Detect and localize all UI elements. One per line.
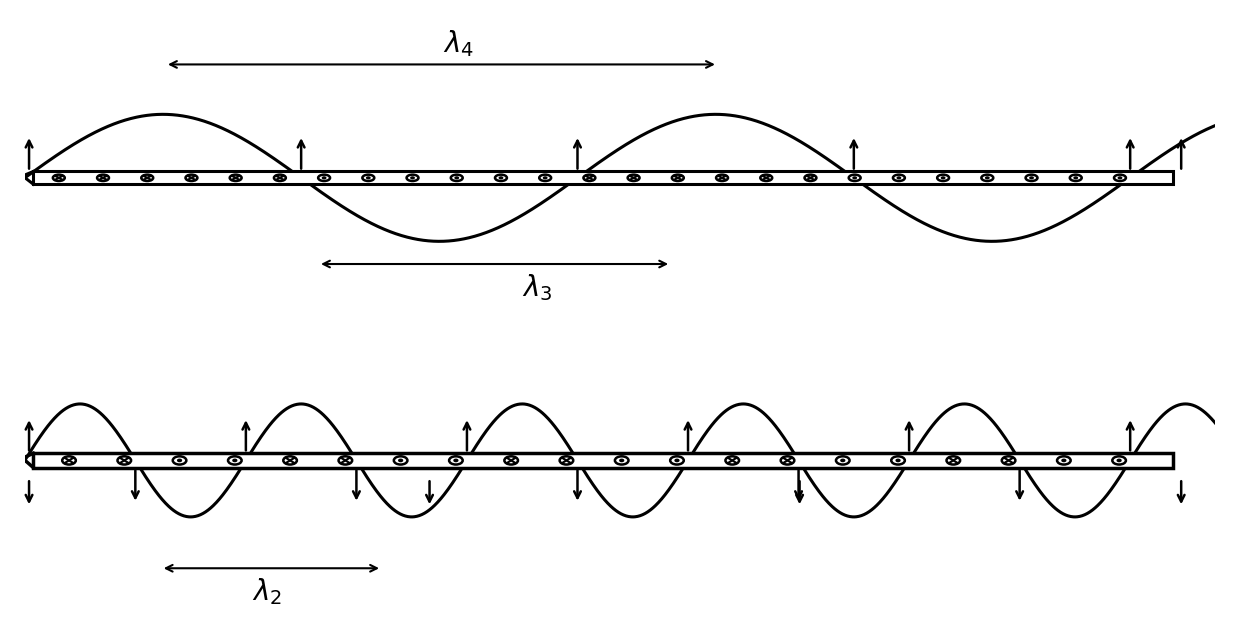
Bar (33, 453, 1173, 467)
Circle shape (853, 177, 857, 179)
Text: $\lambda_4$: $\lambda_4$ (443, 28, 474, 59)
Circle shape (500, 177, 502, 179)
Text: $\lambda_2$: $\lambda_2$ (252, 576, 283, 607)
Circle shape (1118, 177, 1122, 179)
Circle shape (897, 459, 900, 462)
Circle shape (620, 459, 624, 462)
Circle shape (675, 459, 678, 462)
Circle shape (986, 177, 990, 179)
Circle shape (941, 177, 945, 179)
Text: $\lambda_3$: $\lambda_3$ (522, 272, 552, 303)
Circle shape (367, 177, 370, 179)
Circle shape (1074, 177, 1078, 179)
Circle shape (177, 459, 181, 462)
Circle shape (1061, 459, 1065, 462)
Circle shape (322, 177, 326, 179)
Circle shape (454, 459, 458, 462)
Circle shape (399, 459, 403, 462)
Circle shape (1030, 177, 1033, 179)
Circle shape (898, 177, 900, 179)
Circle shape (841, 459, 844, 462)
Bar (33, 172, 1173, 184)
Circle shape (455, 177, 459, 179)
Circle shape (233, 459, 237, 462)
Circle shape (1117, 459, 1121, 462)
Circle shape (410, 177, 414, 179)
Circle shape (543, 177, 547, 179)
